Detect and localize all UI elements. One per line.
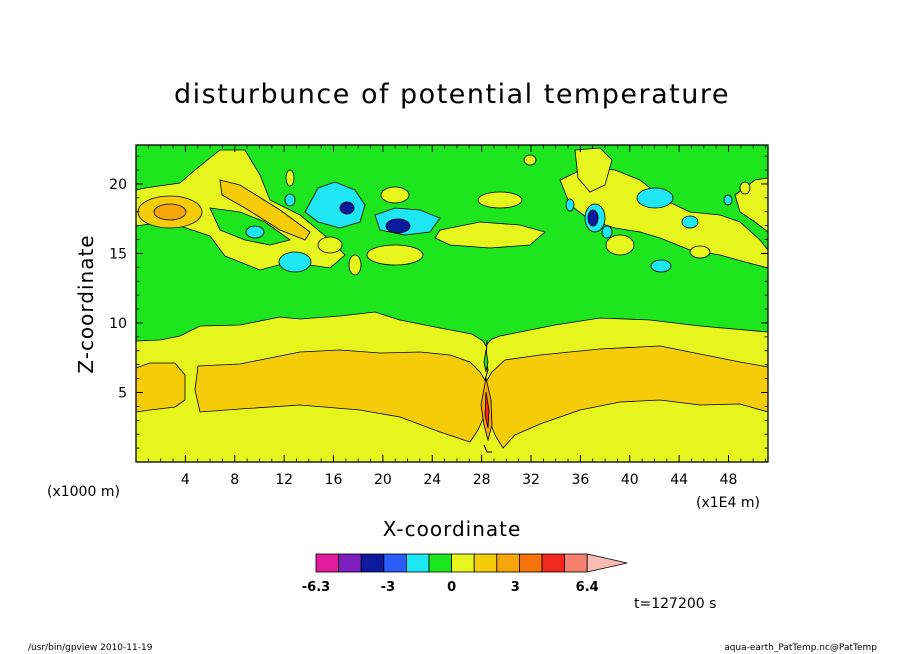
colorbar-cell <box>496 553 520 573</box>
band-green-mid <box>209 207 291 246</box>
band-cyan-9 <box>681 215 699 229</box>
band-blue-2 <box>385 218 411 234</box>
y-tick-label: 5 <box>118 385 127 401</box>
band-blue-1 <box>339 201 355 215</box>
y-axis-label: Z-coordinate <box>74 234 98 373</box>
band-yellow-blob-8 <box>317 236 343 254</box>
x-tick-label: 36 <box>571 472 589 488</box>
chart-title: disturbunce of potential temperature <box>174 79 730 110</box>
band-blue-3 <box>587 209 599 227</box>
y-tick-label: 20 <box>109 177 127 193</box>
y-axis-unit: (x1000 m) <box>47 484 120 500</box>
band-yellow-blob-5 <box>523 154 537 166</box>
x-tick-label: 40 <box>621 472 639 488</box>
colorbar-tick-labels: -6.3 -3 0 3 6.4 <box>302 580 599 595</box>
x-axis-ticks: 4 8 12 16 20 24 28 32 36 40 44 48 <box>147 145 766 488</box>
band-cyan-10 <box>650 259 672 273</box>
band-cyan-12 <box>723 194 733 206</box>
band-cyan-5 <box>284 193 296 207</box>
band-yellow-blob-4 <box>285 169 295 187</box>
band-yellow-blob-2 <box>380 186 410 204</box>
y-axis-ticks: 5 10 15 20 <box>109 155 768 449</box>
colorbar-cell <box>338 553 362 573</box>
colorbar-cell <box>473 553 498 573</box>
footer-left: /usr/bin/gpview 2010-11-19 <box>28 643 153 653</box>
band-yellow-blob-7 <box>605 234 635 256</box>
band-cyan-7 <box>636 187 674 209</box>
colorbar-cell <box>541 553 566 573</box>
colorbar-cell <box>315 553 340 573</box>
band-cyan-8 <box>601 225 613 239</box>
x-tick-label: 16 <box>325 472 343 488</box>
colorbar-cell <box>519 553 543 573</box>
colorbar-arrow <box>586 553 628 573</box>
x-tick-label: 24 <box>423 472 441 488</box>
x-tick-label: 20 <box>374 472 392 488</box>
band-yellow-mid <box>434 221 546 249</box>
band-yellow-blob-10 <box>689 245 711 259</box>
band-red-spike <box>484 391 490 429</box>
band-yellow-right <box>559 167 768 269</box>
band-orange-streak <box>219 179 311 241</box>
x-tick-label: 8 <box>230 472 239 488</box>
band-yellow-blob-1 <box>477 191 523 209</box>
band-cyan-3 <box>278 251 312 273</box>
x-tick-label: 28 <box>473 472 491 488</box>
colorbar-label: -3 <box>381 580 395 595</box>
colorbar-cell <box>383 553 407 573</box>
x-tick-label: 32 <box>522 472 540 488</box>
colorbar-cell <box>451 553 475 573</box>
band-orange-low <box>136 362 186 413</box>
colorbar-cell <box>405 553 430 573</box>
band-cyan-11 <box>565 198 575 212</box>
colorbar-cell <box>564 553 588 573</box>
colorbar-label: 3 <box>511 580 520 595</box>
y-tick-label: 10 <box>109 316 127 332</box>
band-cyan-4 <box>245 225 265 239</box>
colorbar-cell <box>428 553 453 573</box>
band-yellow-blob-6 <box>739 181 751 195</box>
band-yellow-top <box>574 147 613 193</box>
band-yellow-blob-9 <box>348 254 362 276</box>
colorbar-label: -6.3 <box>302 580 330 595</box>
footer-right: aqua-earth_PatTemp.nc@PatTemp <box>724 643 877 653</box>
plot-frame <box>135 144 769 463</box>
colorbar-label: 0 <box>447 580 456 595</box>
band-orange-main <box>194 345 768 449</box>
x-axis-unit: (x1E4 m) <box>696 495 760 511</box>
x-axis-label: X-coordinate <box>383 517 522 541</box>
contour-orange-hot-core <box>153 203 187 221</box>
band-yellow-blob-3 <box>366 244 424 266</box>
band-cyan-1 <box>304 181 366 229</box>
colorbar-cell <box>360 553 385 573</box>
band-green-spike <box>483 349 489 373</box>
plot-area <box>136 145 768 462</box>
x-tick-label: 12 <box>275 472 293 488</box>
x-tick-label: 4 <box>181 472 190 488</box>
colorbar-label: 6.4 <box>576 580 599 595</box>
y-tick-label: 15 <box>109 246 127 262</box>
x-tick-label: 48 <box>720 472 738 488</box>
colorbar <box>315 553 628 573</box>
x-tick-label: 44 <box>670 472 688 488</box>
time-label: t=127200 s <box>634 596 716 612</box>
